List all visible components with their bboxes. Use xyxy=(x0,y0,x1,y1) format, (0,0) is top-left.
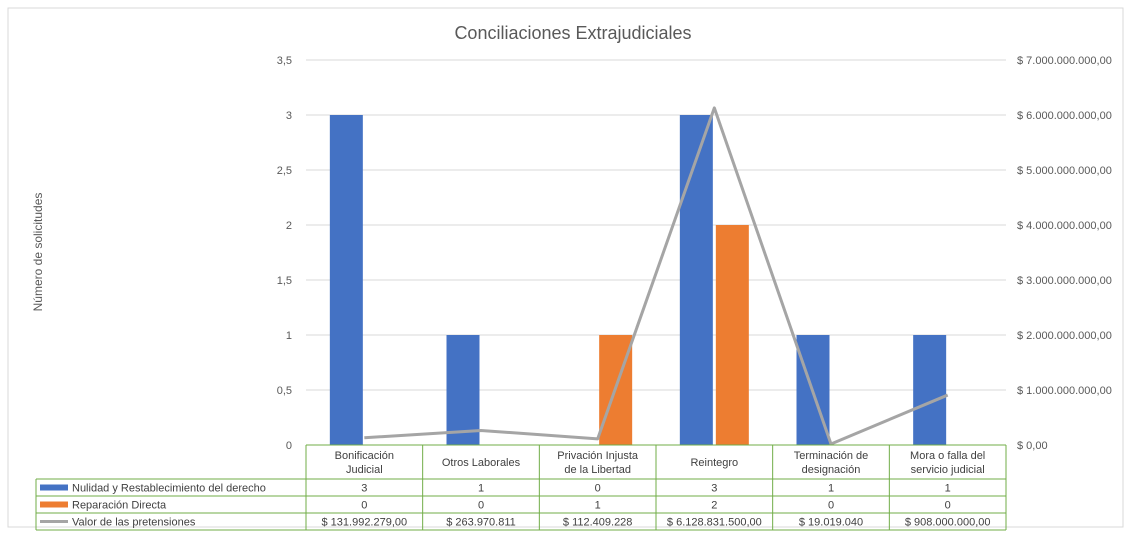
y-tick-label: 0 xyxy=(286,440,292,452)
y-tick-label: 0,5 xyxy=(277,385,292,397)
table-cell: 1 xyxy=(828,483,834,495)
chart-title: Conciliaciones Extrajudiciales xyxy=(454,23,691,43)
x-tick-label: servicio judicial xyxy=(911,464,985,476)
table-cell: 0 xyxy=(828,500,834,512)
axes: 0 0,5 1 1,5 2 2,5 3 3,5 $ 0,00 $ 1.000.000.000,00… xyxy=(277,55,1112,452)
table-cell: 2 xyxy=(711,500,717,512)
y-tick-label: 2 xyxy=(286,220,292,232)
table-cell: 3 xyxy=(361,483,367,495)
table-cell: 0 xyxy=(478,500,484,512)
legend-label: Reparación Directa xyxy=(72,500,167,512)
y2-tick-label: $ 1.000.000.000,00 xyxy=(1017,385,1112,397)
table-cell: 0 xyxy=(595,483,601,495)
legend-key xyxy=(40,484,68,491)
table-cell: 0 xyxy=(945,500,951,512)
legend-label: Nulidad y Restablecimiento del derecho xyxy=(72,483,266,495)
y-tick-label: 2,5 xyxy=(277,165,292,177)
x-tick-label: Judicial xyxy=(346,464,383,476)
bar xyxy=(913,335,947,445)
x-tick-label: Bonificación xyxy=(335,450,394,462)
y-tick-label: 3,5 xyxy=(277,55,292,67)
table-cell: $ 908.000.000,00 xyxy=(905,517,991,529)
legend-key xyxy=(40,501,68,508)
table-cell: 1 xyxy=(595,500,601,512)
value-line xyxy=(364,106,949,446)
x-tick-label: Reintegro xyxy=(690,457,738,469)
y-tick-label: 3 xyxy=(286,110,292,122)
table-cell: $ 19.019.040 xyxy=(799,517,863,529)
table-cell: $ 6.128.831.500,00 xyxy=(667,517,762,529)
x-tick-label: de la Libertad xyxy=(564,464,631,476)
bar xyxy=(715,225,749,445)
bar xyxy=(446,335,480,445)
x-tick-label: Otros Laborales xyxy=(442,457,521,469)
table-cell: $ 263.970.811 xyxy=(446,517,516,529)
table-cell: 1 xyxy=(478,483,484,495)
x-tick-label: designación xyxy=(802,464,861,476)
legend-label: Valor de las pretensiones xyxy=(72,517,196,529)
y-tick-label: 1 xyxy=(286,330,292,342)
y2-tick-label: $ 4.000.000.000,00 xyxy=(1017,220,1112,232)
bar xyxy=(679,115,713,445)
y2-tick-label: $ 2.000.000.000,00 xyxy=(1017,330,1112,342)
x-tick-label: Terminación de xyxy=(794,450,869,462)
data-table: Bonificación Judicial Otros Laborales Priva… xyxy=(35,444,1007,531)
bar xyxy=(329,115,363,445)
table-cell: 3 xyxy=(711,483,717,495)
series-line xyxy=(364,106,949,446)
y-axis-label: Número de solicitudes xyxy=(31,193,45,312)
table-cell: $ 131.992.279,00 xyxy=(322,517,408,529)
table-cell: $ 112.409.228 xyxy=(563,517,633,529)
x-tick-label: Mora o falla del xyxy=(910,450,985,462)
table-cell: 1 xyxy=(945,483,951,495)
table-cell: 0 xyxy=(361,500,367,512)
y2-tick-label: $ 6.000.000.000,00 xyxy=(1017,110,1112,122)
x-tick-label: Privación Injusta xyxy=(557,450,639,462)
y2-tick-label: $ 5.000.000.000,00 xyxy=(1017,165,1112,177)
y2-tick-label: $ 3.000.000.000,00 xyxy=(1017,275,1112,287)
y-tick-label: 1,5 xyxy=(277,275,292,287)
y2-tick-label: $ 7.000.000.000,00 xyxy=(1017,55,1112,67)
y2-tick-label: $ 0,00 xyxy=(1017,440,1048,452)
